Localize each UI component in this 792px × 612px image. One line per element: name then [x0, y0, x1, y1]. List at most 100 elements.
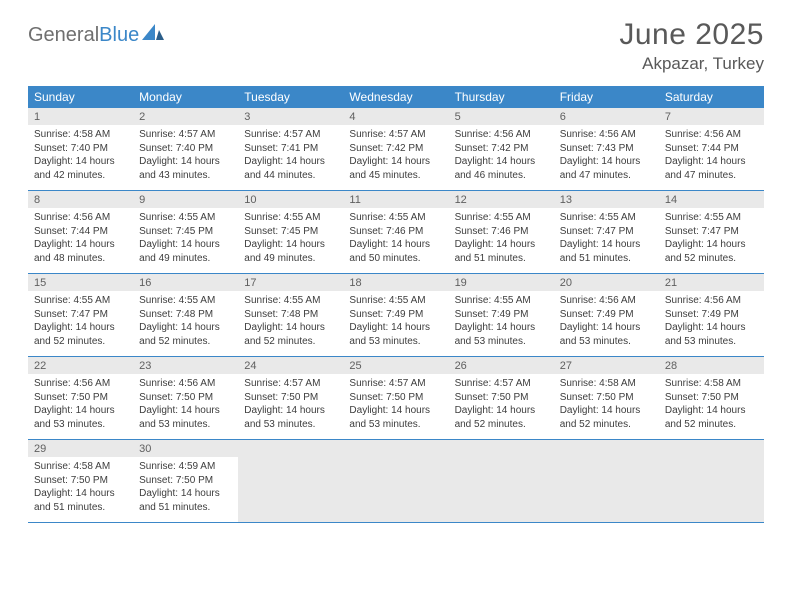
day-cell: Sunrise: 4:55 AMSunset: 7:49 PMDaylight:… — [449, 291, 554, 357]
daylight-line: Daylight: 14 hours and 53 minutes. — [139, 404, 232, 431]
day-body-row: Sunrise: 4:58 AMSunset: 7:50 PMDaylight:… — [28, 457, 764, 523]
day-cell: Sunrise: 4:58 AMSunset: 7:40 PMDaylight:… — [28, 125, 133, 191]
daylight-line: Daylight: 14 hours and 48 minutes. — [34, 238, 127, 265]
day-number: 24 — [238, 357, 343, 375]
empty-cell — [449, 457, 554, 523]
day-cell: Sunrise: 4:57 AMSunset: 7:41 PMDaylight:… — [238, 125, 343, 191]
day-number: 18 — [343, 274, 448, 292]
sunset-line: Sunset: 7:50 PM — [34, 474, 127, 488]
header: GeneralBlue June 2025 Akpazar, Turkey — [28, 18, 764, 74]
sunrise-line: Sunrise: 4:55 AM — [34, 294, 127, 308]
daylight-line: Daylight: 14 hours and 53 minutes. — [560, 321, 653, 348]
sunrise-line: Sunrise: 4:56 AM — [455, 128, 548, 142]
sunset-line: Sunset: 7:46 PM — [455, 225, 548, 239]
day-number: 30 — [133, 440, 238, 458]
daylight-line: Daylight: 14 hours and 51 minutes. — [560, 238, 653, 265]
daylight-line: Daylight: 14 hours and 50 minutes. — [349, 238, 442, 265]
sunrise-line: Sunrise: 4:59 AM — [139, 460, 232, 474]
daylight-line: Daylight: 14 hours and 53 minutes. — [349, 404, 442, 431]
day-number: 25 — [343, 357, 448, 375]
daylight-line: Daylight: 14 hours and 47 minutes. — [665, 155, 758, 182]
sunset-line: Sunset: 7:47 PM — [560, 225, 653, 239]
day-number: 6 — [554, 108, 659, 125]
sunrise-line: Sunrise: 4:57 AM — [244, 128, 337, 142]
day-cell: Sunrise: 4:57 AMSunset: 7:50 PMDaylight:… — [238, 374, 343, 440]
daylight-line: Daylight: 14 hours and 49 minutes. — [139, 238, 232, 265]
sunset-line: Sunset: 7:42 PM — [455, 142, 548, 156]
sunset-line: Sunset: 7:40 PM — [139, 142, 232, 156]
day-number: 21 — [659, 274, 764, 292]
day-cell: Sunrise: 4:57 AMSunset: 7:42 PMDaylight:… — [343, 125, 448, 191]
daylight-line: Daylight: 14 hours and 52 minutes. — [34, 321, 127, 348]
logo-sail-icon — [142, 24, 164, 47]
sunrise-line: Sunrise: 4:55 AM — [455, 294, 548, 308]
day-number: 12 — [449, 191, 554, 209]
weekday-header-row: Sunday Monday Tuesday Wednesday Thursday… — [28, 86, 764, 108]
day-cell: Sunrise: 4:56 AMSunset: 7:44 PMDaylight:… — [659, 125, 764, 191]
day-number: 9 — [133, 191, 238, 209]
sunset-line: Sunset: 7:48 PM — [244, 308, 337, 322]
sunrise-line: Sunrise: 4:57 AM — [139, 128, 232, 142]
sunrise-line: Sunrise: 4:57 AM — [349, 377, 442, 391]
day-number-row: 22232425262728 — [28, 357, 764, 375]
day-number: 14 — [659, 191, 764, 209]
sunrise-line: Sunrise: 4:55 AM — [349, 294, 442, 308]
sunset-line: Sunset: 7:47 PM — [665, 225, 758, 239]
day-body-row: Sunrise: 4:56 AMSunset: 7:44 PMDaylight:… — [28, 208, 764, 274]
sunrise-line: Sunrise: 4:55 AM — [139, 294, 232, 308]
sunset-line: Sunset: 7:50 PM — [139, 391, 232, 405]
sunset-line: Sunset: 7:49 PM — [455, 308, 548, 322]
sunset-line: Sunset: 7:45 PM — [139, 225, 232, 239]
location: Akpazar, Turkey — [619, 54, 764, 74]
sunset-line: Sunset: 7:41 PM — [244, 142, 337, 156]
empty-cell — [238, 457, 343, 523]
day-number: 11 — [343, 191, 448, 209]
sunrise-line: Sunrise: 4:55 AM — [244, 211, 337, 225]
sunrise-line: Sunrise: 4:57 AM — [244, 377, 337, 391]
daylight-line: Daylight: 14 hours and 52 minutes. — [139, 321, 232, 348]
weekday-header: Friday — [554, 86, 659, 108]
day-number: 8 — [28, 191, 133, 209]
brand-part1: General — [28, 24, 99, 47]
daylight-line: Daylight: 14 hours and 46 minutes. — [455, 155, 548, 182]
day-body-row: Sunrise: 4:56 AMSunset: 7:50 PMDaylight:… — [28, 374, 764, 440]
sunset-line: Sunset: 7:50 PM — [244, 391, 337, 405]
weekday-header: Tuesday — [238, 86, 343, 108]
sunset-line: Sunset: 7:43 PM — [560, 142, 653, 156]
month-title: June 2025 — [619, 18, 764, 52]
daylight-line: Daylight: 14 hours and 44 minutes. — [244, 155, 337, 182]
daylight-line: Daylight: 14 hours and 52 minutes. — [244, 321, 337, 348]
sunset-line: Sunset: 7:50 PM — [560, 391, 653, 405]
sunset-line: Sunset: 7:49 PM — [560, 308, 653, 322]
daylight-line: Daylight: 14 hours and 47 minutes. — [560, 155, 653, 182]
day-number: 5 — [449, 108, 554, 125]
sunrise-line: Sunrise: 4:55 AM — [560, 211, 653, 225]
sunset-line: Sunset: 7:40 PM — [34, 142, 127, 156]
sunrise-line: Sunrise: 4:58 AM — [34, 460, 127, 474]
day-number: 23 — [133, 357, 238, 375]
weekday-header: Sunday — [28, 86, 133, 108]
daylight-line: Daylight: 14 hours and 42 minutes. — [34, 155, 127, 182]
day-number: 3 — [238, 108, 343, 125]
day-cell: Sunrise: 4:57 AMSunset: 7:50 PMDaylight:… — [449, 374, 554, 440]
daylight-line: Daylight: 14 hours and 53 minutes. — [665, 321, 758, 348]
day-number: 15 — [28, 274, 133, 292]
sunset-line: Sunset: 7:49 PM — [665, 308, 758, 322]
day-cell: Sunrise: 4:58 AMSunset: 7:50 PMDaylight:… — [28, 457, 133, 523]
sunset-line: Sunset: 7:47 PM — [34, 308, 127, 322]
sunrise-line: Sunrise: 4:55 AM — [455, 211, 548, 225]
sunrise-line: Sunrise: 4:56 AM — [560, 294, 653, 308]
day-cell: Sunrise: 4:56 AMSunset: 7:42 PMDaylight:… — [449, 125, 554, 191]
sunrise-line: Sunrise: 4:58 AM — [560, 377, 653, 391]
sunset-line: Sunset: 7:50 PM — [139, 474, 232, 488]
day-cell: Sunrise: 4:55 AMSunset: 7:48 PMDaylight:… — [133, 291, 238, 357]
sunset-line: Sunset: 7:46 PM — [349, 225, 442, 239]
brand-logo: GeneralBlue — [28, 18, 164, 47]
daylight-line: Daylight: 14 hours and 52 minutes. — [665, 238, 758, 265]
sunrise-line: Sunrise: 4:56 AM — [34, 211, 127, 225]
day-number: 1 — [28, 108, 133, 125]
day-number-row: 1234567 — [28, 108, 764, 125]
daylight-line: Daylight: 14 hours and 52 minutes. — [455, 404, 548, 431]
day-number: 22 — [28, 357, 133, 375]
day-number: 7 — [659, 108, 764, 125]
